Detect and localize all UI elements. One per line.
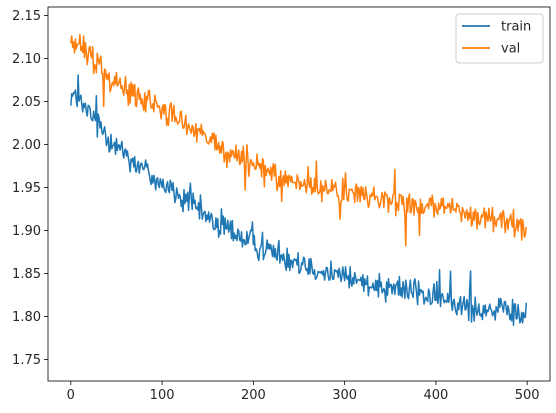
y-tick-label: 2.05 xyxy=(12,95,41,110)
x-tick-label: 0 xyxy=(67,388,75,403)
x-tick-label: 400 xyxy=(423,388,448,403)
series-layer xyxy=(70,33,528,327)
y-tick-label: 1.95 xyxy=(12,181,41,196)
y-tick-label: 1.80 xyxy=(12,310,41,325)
y-tick-label: 2.15 xyxy=(12,9,41,24)
plot-area xyxy=(48,7,550,381)
y-tick-label: 2.00 xyxy=(12,138,41,153)
x-tick-label: 200 xyxy=(241,388,266,403)
axes-frame xyxy=(47,6,551,382)
x-axis-ticks: 0 100 200 300 400 500 xyxy=(67,381,540,403)
legend: train val xyxy=(455,13,544,64)
series-line-train xyxy=(70,74,528,327)
y-tick-label: 2.10 xyxy=(12,52,41,67)
series-line-val xyxy=(70,33,528,247)
y-tick-label: 1.85 xyxy=(12,267,41,282)
legend-label-val: val xyxy=(501,42,520,57)
legend-label-train: train xyxy=(501,20,531,35)
x-tick-label: 300 xyxy=(332,388,357,403)
y-tick-label: 1.75 xyxy=(12,353,41,368)
x-tick-label: 500 xyxy=(515,388,540,403)
y-tick-label: 1.90 xyxy=(12,224,41,239)
y-axis-ticks: 1.75 1.80 1.85 1.90 1.95 2.00 2.05 2.10 2.15 xyxy=(12,9,48,368)
x-tick-label: 100 xyxy=(150,388,175,403)
